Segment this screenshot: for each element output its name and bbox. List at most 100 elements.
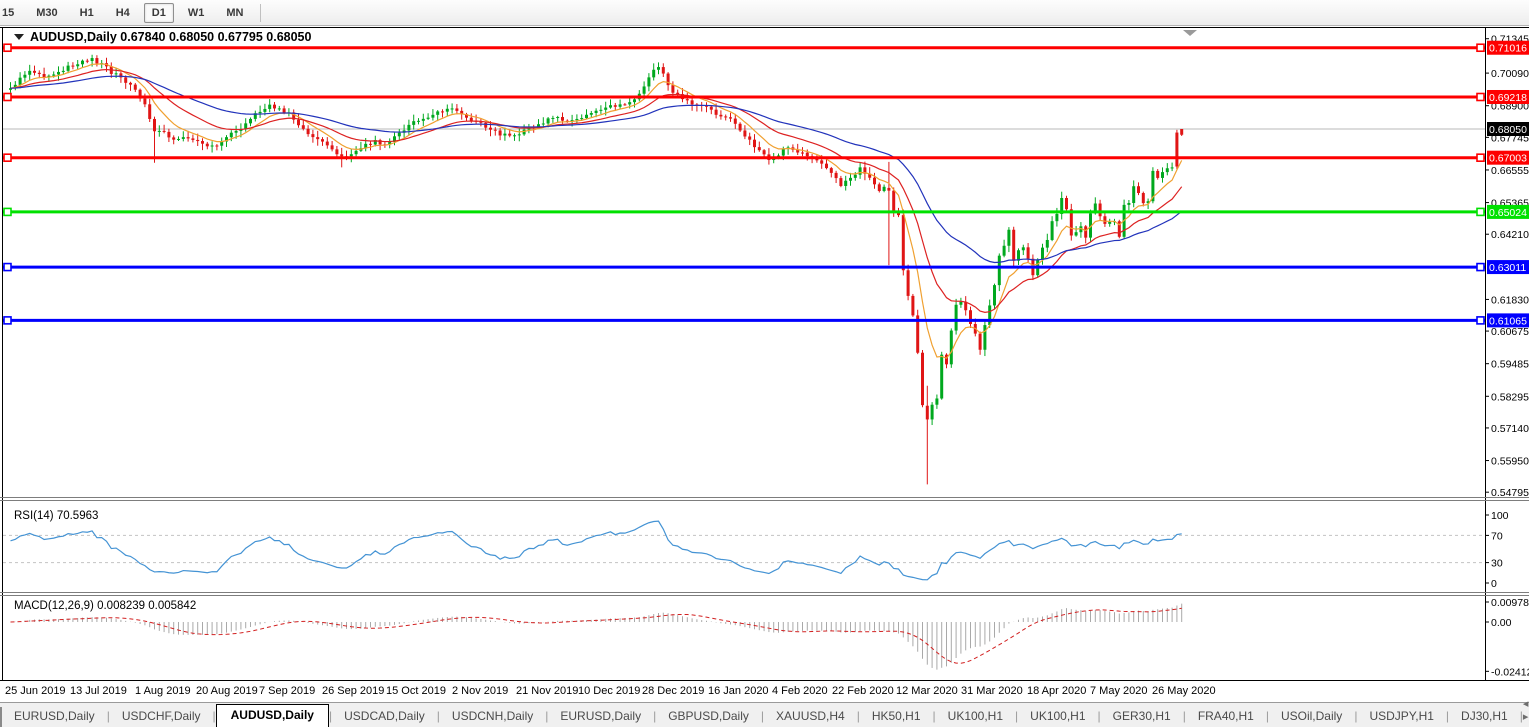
tab-scroll-arrows[interactable]: ◂ ▸: [1523, 697, 1529, 727]
date-label: 7 May 2020: [1090, 685, 1147, 697]
chart-tab-FRA40-H1[interactable]: FRA40,H1: [1197, 709, 1254, 723]
hline-0.63011[interactable]: [3, 262, 1485, 272]
date-label: 15 Oct 2019: [386, 685, 446, 697]
price-tick-label: 0.66555: [1491, 165, 1529, 177]
hline-anchor[interactable]: [3, 207, 12, 217]
chart-tab-HK50-H1[interactable]: HK50,H1: [871, 709, 921, 723]
chart-tab-GBPUSD-Daily[interactable]: GBPUSD,Daily: [668, 709, 749, 723]
hline-0.61065[interactable]: [3, 316, 1485, 325]
tab-separator: |: [1354, 709, 1358, 723]
price-tick-label: 0.55950: [1491, 456, 1529, 468]
date-label: 18 Apr 2020: [1027, 685, 1086, 697]
chart-tab-USDJPY-H1[interactable]: USDJPY,H1: [1369, 709, 1434, 723]
tab-separator: |: [1182, 709, 1186, 723]
timeframe-button-MN[interactable]: MN: [226, 6, 244, 19]
hline-anchor[interactable]: [3, 153, 12, 162]
macd-pane[interactable]: 0.009781 0.00 -0.02412: [10, 597, 1529, 678]
chart-tab-USOil-Daily[interactable]: USOil,Daily: [1280, 709, 1343, 723]
timeframe-toolbar: 15 M30 H1 H4 D1 W1 MN: [0, 0, 1529, 26]
tab-separator: |: [212, 709, 216, 723]
chart-tab-EURUSD-Daily[interactable]: EURUSD,Daily: [14, 709, 95, 723]
chart-tab-UK100-H1[interactable]: UK100,H1: [1030, 709, 1086, 723]
price-tick-label: 0.57140: [1491, 423, 1529, 435]
timeframe-button-D1[interactable]: D1: [143, 2, 174, 23]
hline-anchor[interactable]: [1476, 207, 1485, 217]
date-label: 10 Dec 2019: [578, 685, 640, 697]
scroll-to-end-icon[interactable]: [1183, 30, 1197, 36]
tab-separator: |: [436, 709, 440, 723]
macd-label: MACD(12,26,9) 0.008239 0.005842: [14, 600, 196, 612]
partial-tab[interactable]: [0, 707, 2, 727]
date-label: 26 May 2020: [1152, 685, 1216, 697]
hline-anchor[interactable]: [3, 43, 12, 53]
rsi-axis-label: 30: [1491, 558, 1503, 570]
chart-tab-UK100-H1[interactable]: UK100,H1: [947, 709, 1004, 723]
chart-tab-USDCHF-Daily[interactable]: USDCHF,Daily: [121, 709, 201, 723]
chart-frame: [0, 26, 1529, 702]
horizontal-line-objects[interactable]: [3, 43, 1485, 325]
tab-separator: |: [1445, 709, 1450, 723]
date-label: 20 Aug 2019: [196, 685, 258, 697]
price-line-label: 0.63011: [1489, 262, 1526, 274]
date-axis: 25 Jun 2019 13 Jul 2019 1 Aug 2019 20 Aug 2…: [5, 685, 1216, 697]
price-line-label: 0.67003: [1489, 153, 1527, 165]
price-line-label: 0.71016: [1489, 43, 1527, 55]
price-line-label: 0.68050: [1489, 124, 1527, 136]
hline-anchor[interactable]: [1476, 92, 1485, 102]
timeframe-button-W1[interactable]: W1: [187, 6, 205, 19]
tab-separator: |: [856, 709, 860, 723]
chart-tab-DJ30-H1[interactable]: DJ30,H1: [1461, 709, 1508, 723]
rsi-pane[interactable]: 100 70 30 0: [3, 510, 1509, 590]
date-label: 12 Mar 2020: [896, 685, 958, 697]
hline-0.65024[interactable]: [3, 207, 1485, 217]
tab-separator: |: [1097, 709, 1101, 723]
tab-separator: |: [106, 709, 110, 723]
date-label: 26 Sep 2019: [322, 685, 384, 697]
date-label: 2 Nov 2019: [452, 685, 508, 697]
hline-anchor[interactable]: [1476, 316, 1485, 325]
main-chart-pane[interactable]: [3, 54, 1485, 485]
tab-separator: |: [653, 709, 657, 723]
symbol-dropdown-icon[interactable]: [14, 34, 24, 40]
timeframe-button-15[interactable]: 15: [2, 6, 15, 19]
hline-0.69218[interactable]: [3, 92, 1485, 102]
date-label: 13 Jul 2019: [70, 685, 127, 697]
hline-0.67003[interactable]: [3, 153, 1485, 162]
date-label: 28 Dec 2019: [642, 685, 704, 697]
tab-separator: |: [932, 709, 936, 723]
timeframe-button-M30[interactable]: M30: [36, 6, 58, 19]
price-line-label: 0.65024: [1489, 207, 1527, 219]
hline-anchor[interactable]: [1476, 262, 1485, 272]
date-label: 4 Feb 2020: [772, 685, 828, 697]
chart-title: AUDUSD,Daily 0.67840 0.68050 0.67795 0.6…: [30, 30, 311, 44]
hline-anchor[interactable]: [1476, 153, 1485, 162]
hline-0.71016[interactable]: [3, 43, 1485, 53]
tab-separator: |: [1519, 709, 1523, 723]
chart-title-group: AUDUSD,Daily 0.67840 0.68050 0.67795 0.6…: [14, 30, 1197, 612]
hline-anchor[interactable]: [1476, 43, 1485, 53]
chart-tab-AUDUSD-Daily[interactable]: AUDUSD,Daily: [215, 704, 329, 727]
chart-tab-USDCAD-Daily[interactable]: USDCAD,Daily: [344, 709, 425, 723]
price-tick-label: 0.70090: [1491, 68, 1529, 80]
hline-anchor[interactable]: [3, 316, 12, 325]
hline-anchor[interactable]: [3, 262, 12, 272]
chart-tab-XAUUSD-H4[interactable]: XAUUSD,H4: [776, 709, 845, 723]
tab-separator: |: [760, 709, 765, 723]
hline-anchor[interactable]: [3, 92, 12, 102]
tab-separator: |: [1015, 709, 1019, 723]
rsi-axis-label: 100: [1491, 510, 1509, 522]
tab-separator: |: [328, 709, 333, 723]
chart-tab-EURUSD-Daily[interactable]: EURUSD,Daily: [560, 709, 642, 723]
timeframe-button-H1[interactable]: H1: [79, 6, 94, 19]
timeframe-button-H4[interactable]: H4: [115, 6, 130, 19]
price-tick-label: 0.60675: [1491, 326, 1529, 338]
price-line-label: 0.61065: [1489, 315, 1527, 327]
date-label: 16 Jan 2020: [708, 685, 769, 697]
date-label: 31 Mar 2020: [961, 685, 1023, 697]
fast-ma-line: [10, 63, 1183, 359]
macd-signal-line: [10, 607, 1182, 664]
chart-tab-GER30-H1[interactable]: GER30,H1: [1112, 709, 1171, 723]
macd-axis-label: 0.00: [1491, 617, 1512, 629]
chart-tab-USDCNH-Daily[interactable]: USDCNH,Daily: [451, 709, 534, 723]
